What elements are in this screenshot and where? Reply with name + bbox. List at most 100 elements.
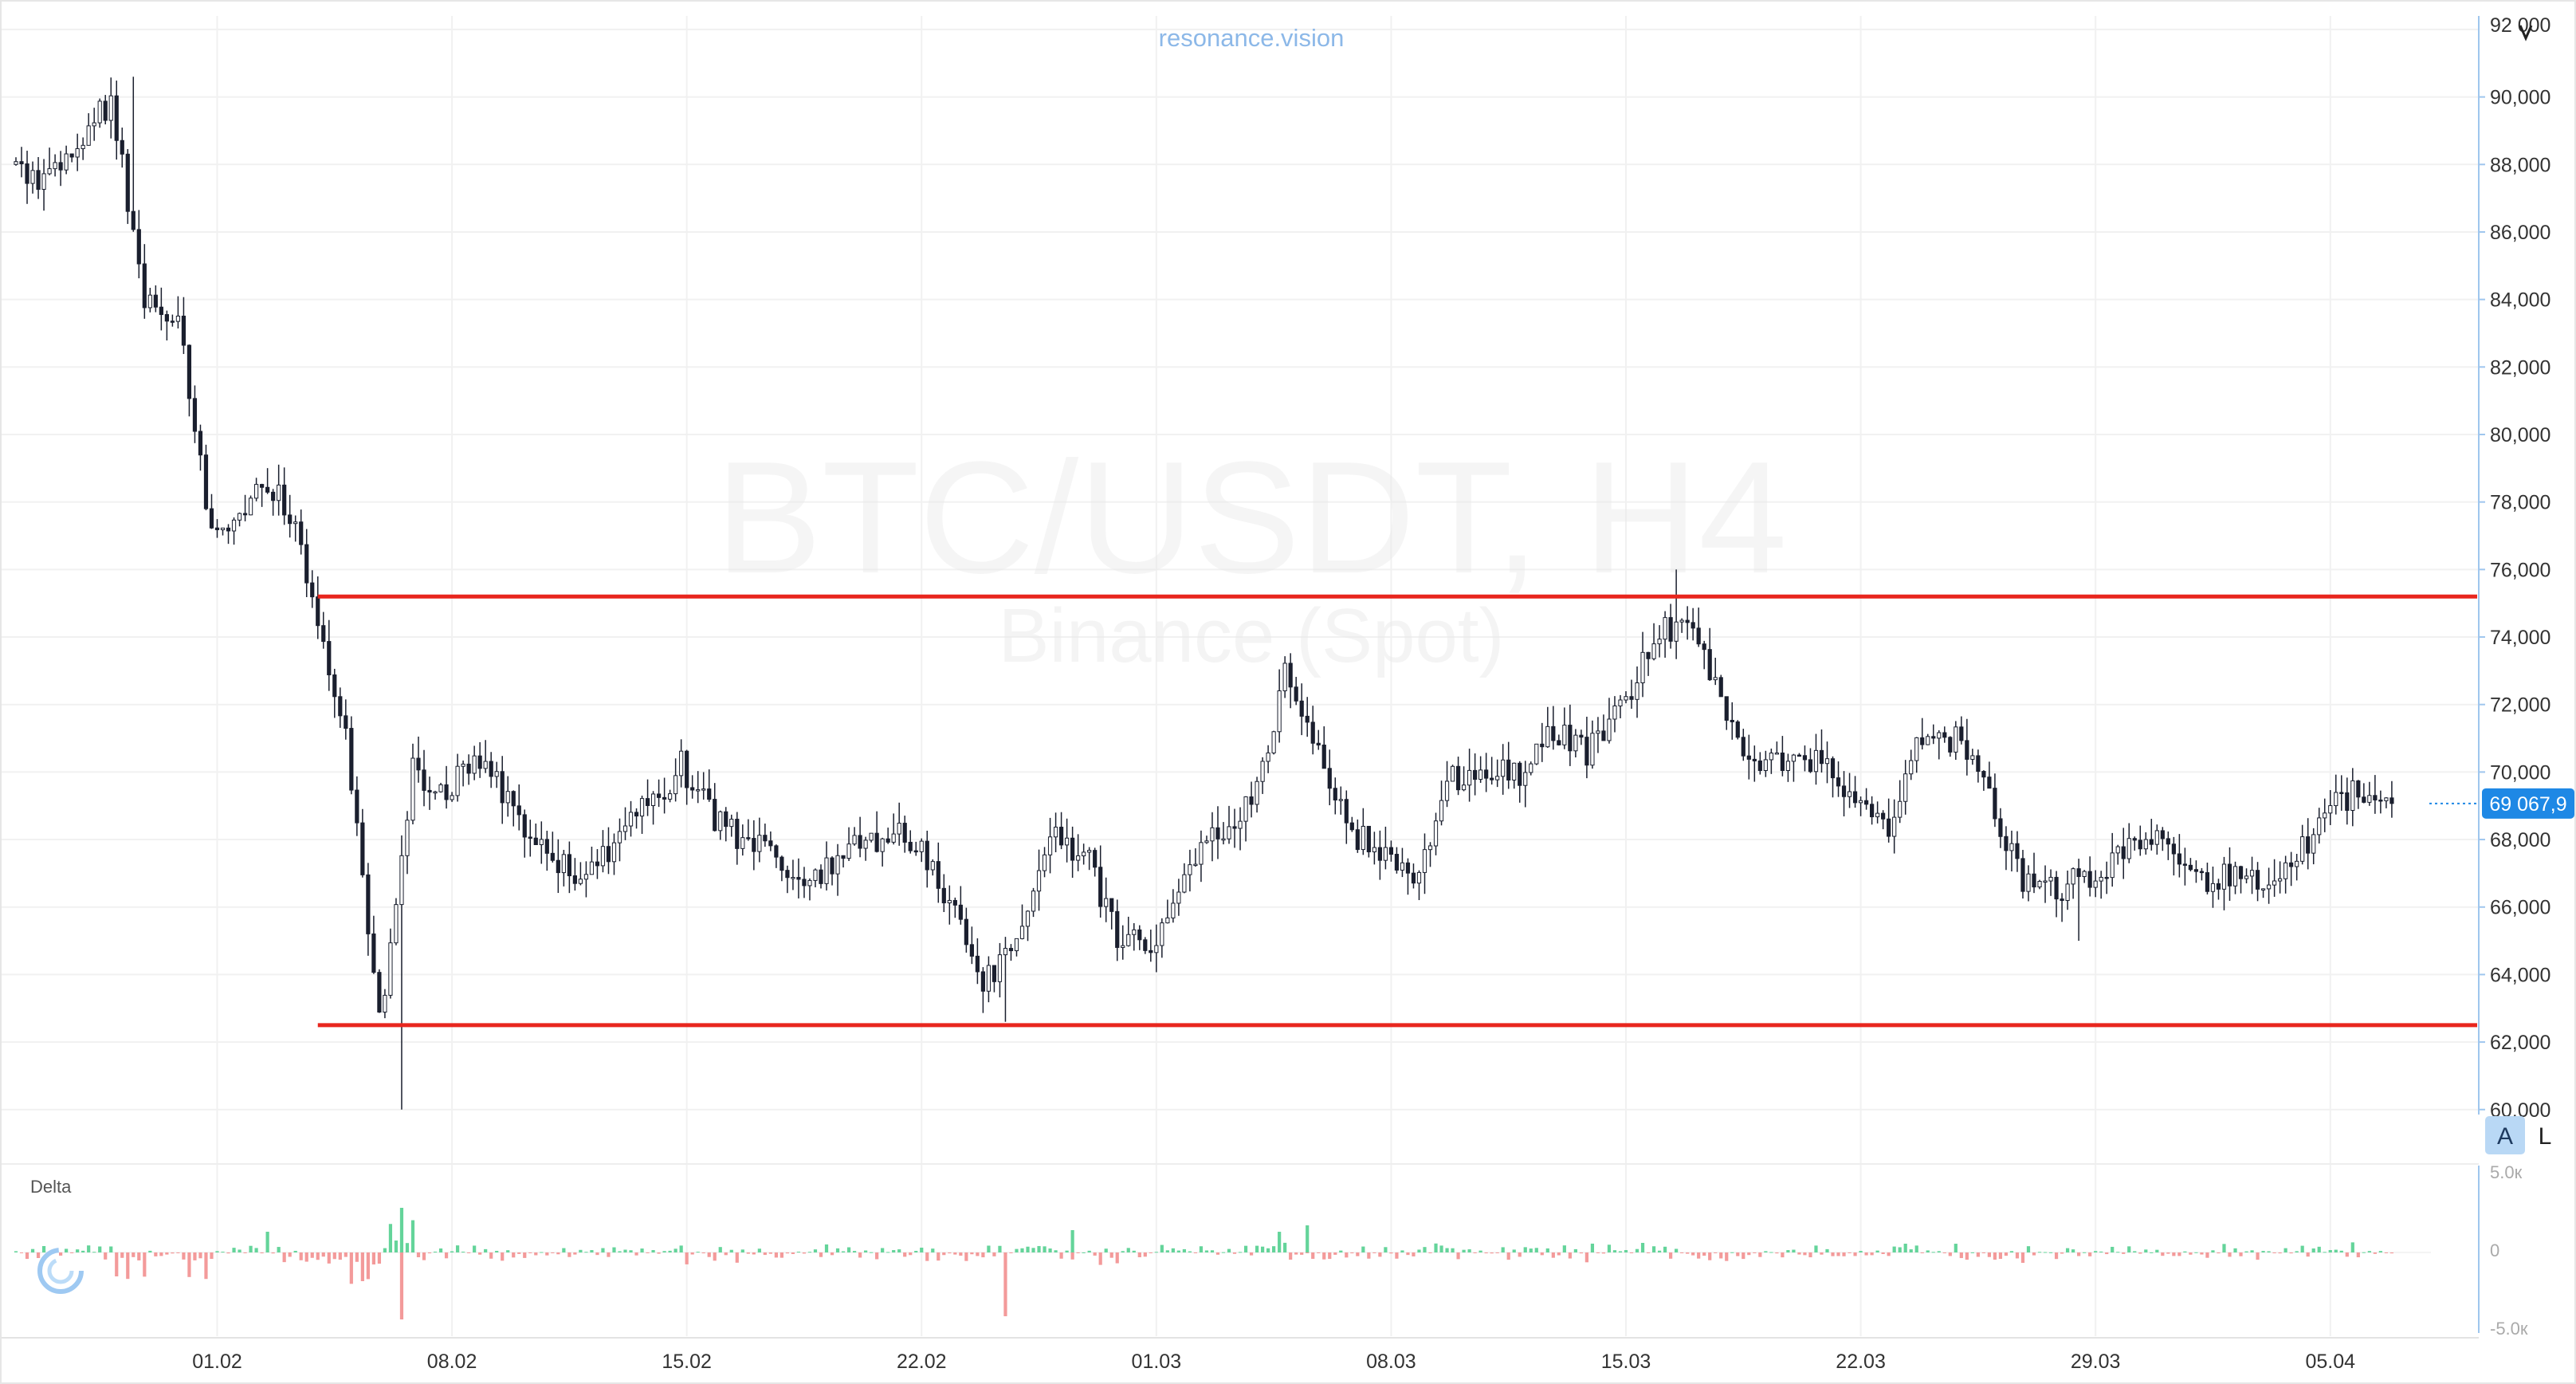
candle — [964, 907, 968, 953]
delta-bar — [349, 1252, 353, 1284]
candle — [2389, 780, 2394, 818]
candle — [1785, 753, 1791, 782]
candle — [1333, 777, 1337, 815]
candle — [639, 795, 645, 834]
candle — [969, 926, 974, 965]
delta-tick-bottom: -5.0к — [2490, 1319, 2528, 1339]
delta-bar — [473, 1245, 477, 1252]
delta-bar — [1126, 1248, 1130, 1252]
delta-bar — [1199, 1246, 1204, 1252]
candle — [231, 517, 237, 545]
candle — [1718, 674, 1723, 698]
candle — [1746, 734, 1751, 780]
delta-bar — [321, 1252, 325, 1257]
candle — [1188, 849, 1192, 892]
delta-bar — [159, 1252, 163, 1256]
auto-scale-button[interactable]: A — [2485, 1116, 2525, 1154]
candle — [729, 814, 734, 837]
delta-bar — [1015, 1248, 1019, 1252]
delta-bar — [316, 1252, 320, 1260]
candle — [936, 842, 940, 903]
delta-bar — [2384, 1252, 2388, 1253]
candle — [819, 864, 823, 889]
candle — [466, 754, 471, 785]
candle — [718, 810, 723, 840]
delta-bar — [360, 1252, 364, 1281]
candle — [483, 740, 488, 773]
chevron-down-icon[interactable] — [2519, 25, 2533, 41]
candle — [1914, 737, 1919, 773]
candle — [2193, 860, 2199, 883]
candle — [1852, 776, 1858, 808]
delta-bar — [1859, 1251, 1863, 1252]
candle — [1529, 761, 1533, 776]
delta-bar — [30, 1248, 35, 1252]
delta-bar — [104, 1252, 108, 1260]
delta-bar — [523, 1252, 527, 1258]
candle — [1243, 796, 1248, 842]
candle — [505, 776, 510, 817]
candle — [2110, 832, 2115, 887]
delta-bar — [288, 1252, 292, 1257]
candle — [1898, 780, 1903, 824]
candle — [427, 777, 432, 810]
candle — [1439, 780, 1444, 826]
candle — [779, 855, 784, 882]
candle — [544, 831, 549, 871]
candle — [735, 812, 740, 865]
candle — [1741, 729, 1745, 761]
delta-bar — [427, 1252, 432, 1254]
delta-bar — [1775, 1252, 1779, 1254]
candle — [1663, 611, 1667, 658]
delta-bar — [1490, 1252, 1494, 1254]
candle — [1763, 750, 1768, 777]
delta-bar — [14, 1251, 18, 1252]
candle — [1954, 721, 1958, 761]
log-scale-button[interactable]: L — [2539, 1123, 2552, 1150]
candle — [2065, 871, 2070, 910]
delta-bar — [394, 1240, 399, 1252]
candle — [1149, 930, 1153, 962]
candle — [679, 739, 684, 788]
candle — [1121, 925, 1125, 960]
delta-bar — [679, 1245, 683, 1252]
candle — [897, 802, 901, 846]
candle — [192, 385, 198, 443]
delta-bar — [1311, 1252, 1315, 1259]
candle — [405, 811, 410, 875]
candle — [1875, 801, 1880, 824]
brand-label: resonance.vision — [1159, 24, 1345, 52]
candle — [316, 576, 320, 639]
candle — [338, 687, 343, 728]
candle — [136, 210, 141, 279]
delta-bar — [892, 1250, 896, 1252]
price-axis[interactable]: 60,00062,00064,00066,00068,00070,00072,0… — [2479, 87, 2550, 1122]
candle — [181, 297, 187, 355]
candle — [1137, 925, 1142, 950]
candle — [1455, 757, 1461, 796]
candle — [242, 494, 248, 521]
candle — [1193, 848, 1198, 867]
delta-bar — [438, 1248, 443, 1252]
delta-bar — [556, 1252, 560, 1255]
price-tick-label: 88,000 — [2490, 154, 2550, 176]
delta-bar — [1456, 1252, 1460, 1260]
delta-bar — [768, 1252, 772, 1254]
candle — [321, 611, 326, 649]
candle — [1115, 899, 1120, 961]
delta-bar — [1333, 1252, 1337, 1255]
candle — [1512, 762, 1517, 789]
candle — [1635, 666, 1639, 718]
delta-bar — [1769, 1252, 1773, 1253]
candle — [880, 837, 885, 867]
delta-bar — [1853, 1252, 1857, 1256]
delta-bar — [282, 1252, 286, 1263]
candle — [578, 862, 583, 886]
time-axis[interactable]: 01.02 08.02 15.02 22.02 01.03 08.03 15.03 22.03… — [192, 1351, 2355, 1373]
candle — [550, 832, 555, 863]
delta-bar — [1378, 1252, 1382, 1257]
delta-bar — [115, 1252, 119, 1277]
delta-bar — [925, 1252, 929, 1261]
delta-bar — [1540, 1252, 1544, 1256]
candle — [1937, 730, 1942, 760]
